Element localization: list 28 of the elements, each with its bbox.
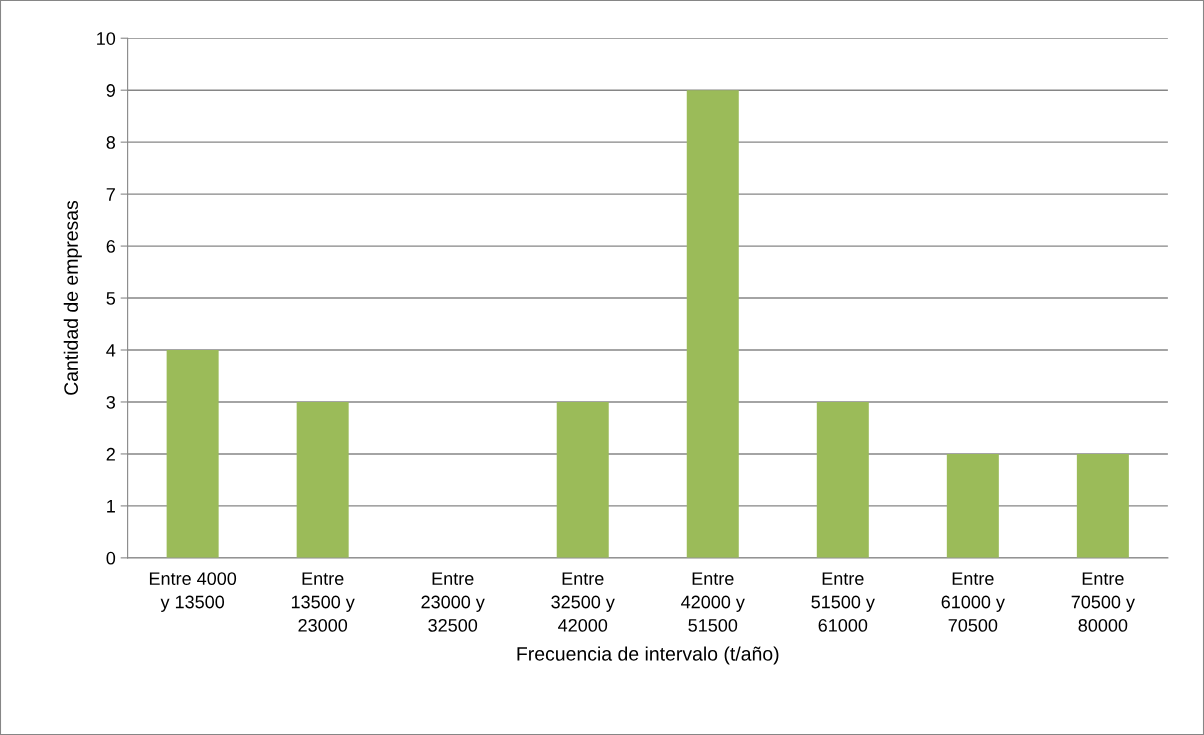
y-tick-label: 6 [106, 240, 116, 253]
bar [816, 401, 869, 558]
bar [1076, 453, 1129, 558]
x-tick-label: Entre 51500 y 61000 [811, 572, 875, 632]
bar [296, 401, 349, 558]
x-tick-label: Entre 32500 y 42000 [551, 572, 615, 632]
bar [946, 453, 999, 558]
bar [166, 350, 219, 558]
x-tick-label: Entre 4000 y 13500 [149, 572, 237, 612]
y-tick-label: 2 [106, 447, 115, 461]
x-tick-label: Entre 61000 y 70500 [941, 572, 1005, 632]
y-tick-label: 1 [107, 500, 115, 513]
bar [686, 90, 739, 558]
x-axis-title: Frecuencia de intervalo (t/año) [517, 646, 779, 665]
y-tick-label: 4 [106, 344, 116, 357]
x-tick-label: Entre 13500 y 23000 [291, 572, 355, 632]
y-tick-label: 9 [106, 84, 115, 97]
y-tick-label: 10 [97, 32, 116, 45]
x-tick-label: Entre 23000 y 32500 [421, 572, 485, 632]
y-tick-label: 7 [106, 188, 115, 201]
y-axis-title: Cantidad de empresas [63, 200, 82, 395]
y-tick-label: 0 [106, 551, 116, 565]
x-tick-label: Entre 42000 y 51500 [681, 572, 745, 632]
y-tick-label: 3 [106, 395, 116, 409]
y-tick-label: 5 [106, 292, 116, 305]
x-tick-label: Entre 70500 y 80000 [1071, 572, 1135, 632]
y-tick-label: 8 [106, 136, 116, 149]
bar [556, 401, 609, 558]
